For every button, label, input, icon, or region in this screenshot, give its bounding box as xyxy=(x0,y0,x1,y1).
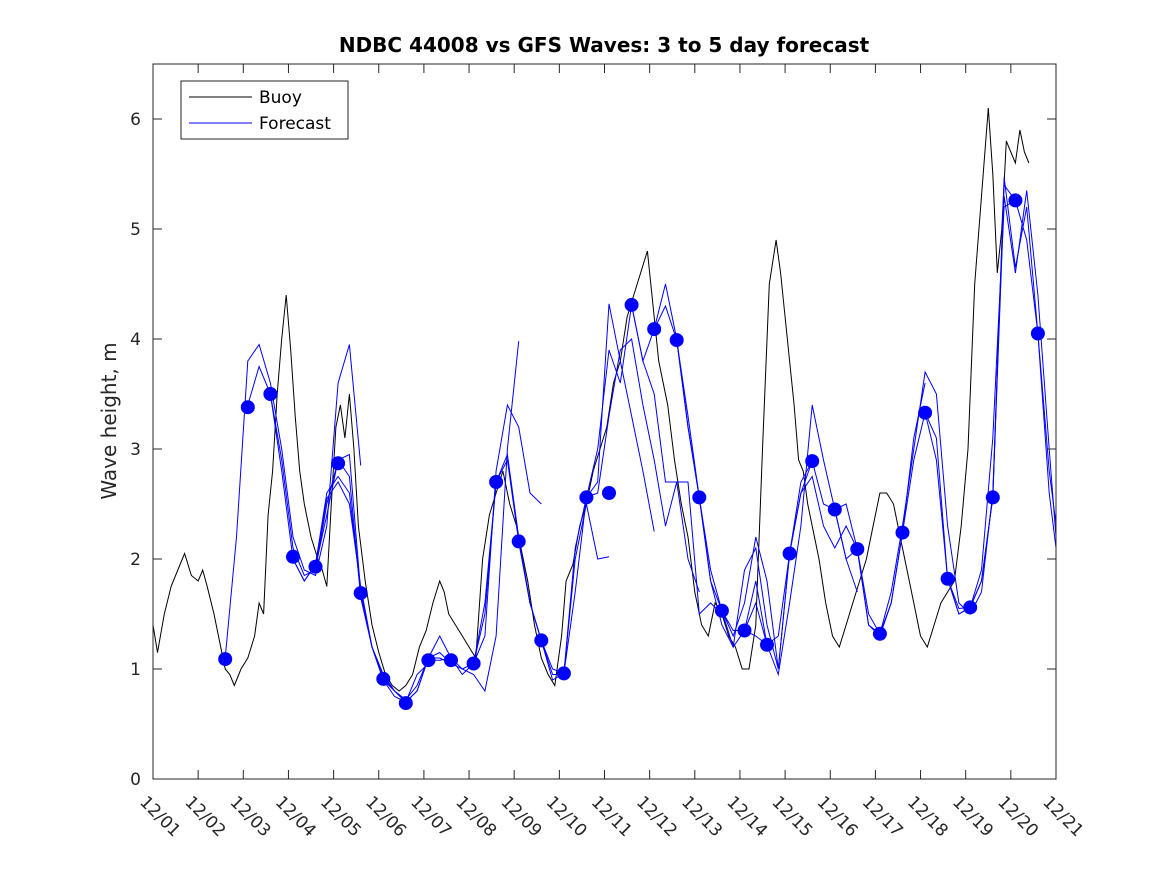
forecast-marker xyxy=(760,637,774,652)
forecast-marker xyxy=(669,333,684,348)
forecast-markers xyxy=(218,193,1045,711)
forecast-marker xyxy=(398,696,413,711)
forecast-marker xyxy=(850,542,865,557)
y-tick-label: 5 xyxy=(130,220,141,240)
forecast-marker xyxy=(805,454,820,469)
forecast-marker xyxy=(556,666,571,681)
forecast-marker xyxy=(511,534,526,549)
forecast-marker xyxy=(895,525,910,540)
y-tick-label: 1 xyxy=(130,660,141,680)
forecast-marker xyxy=(308,559,323,574)
forecast-marker xyxy=(579,490,594,505)
chart-title: NDBC 44008 vs GFS Waves: 3 to 5 day fore… xyxy=(339,33,870,57)
y-tick-label: 0 xyxy=(130,770,141,790)
forecast-marker xyxy=(421,653,436,668)
forecast-marker xyxy=(534,633,549,648)
forecast-marker xyxy=(489,475,504,489)
legend-box xyxy=(180,80,349,140)
forecast-marker xyxy=(466,656,481,671)
forecast-marker xyxy=(1008,193,1023,208)
y-tick-labels: 0 1 2 3 4 5 6 xyxy=(130,110,141,790)
forecast-marker xyxy=(331,456,346,471)
forecast-marker xyxy=(624,297,639,312)
y-tick-label: 6 xyxy=(130,110,141,130)
forecast-marker xyxy=(827,502,842,517)
y-axis-label: Wave height, m xyxy=(97,342,121,499)
forecast-line-11 xyxy=(586,337,723,616)
forecast-marker xyxy=(240,400,255,415)
forecast-marker xyxy=(782,546,797,561)
legend: Buoy Forecast xyxy=(180,80,349,140)
legend-forecast-label: Forecast xyxy=(259,114,331,134)
forecast-marker xyxy=(940,571,955,586)
plot-area xyxy=(153,64,1056,779)
forecast-marker xyxy=(376,671,391,686)
forecast-marker xyxy=(263,387,278,401)
axes xyxy=(152,63,1057,780)
y-tick-label: 2 xyxy=(130,550,141,570)
forecast-marker xyxy=(286,549,300,564)
forecast-marker xyxy=(872,626,887,641)
forecast-marker xyxy=(737,623,752,638)
forecast-marker xyxy=(353,586,368,601)
forecast-marker xyxy=(714,603,729,618)
y-tick-label: 3 xyxy=(130,440,141,460)
forecast-marker xyxy=(918,405,933,420)
forecast-marker xyxy=(218,652,233,667)
forecast-marker xyxy=(647,322,662,337)
forecast-line-0 xyxy=(224,343,362,659)
legend-buoy-label: Buoy xyxy=(259,88,302,108)
forecast-marker xyxy=(444,653,458,668)
forecast-marker xyxy=(602,486,616,500)
forecast-marker xyxy=(963,600,978,615)
forecast-marker xyxy=(985,490,1000,505)
y-tick-label: 4 xyxy=(130,330,141,350)
forecast-marker xyxy=(692,490,707,505)
forecast-marker xyxy=(1030,326,1045,341)
